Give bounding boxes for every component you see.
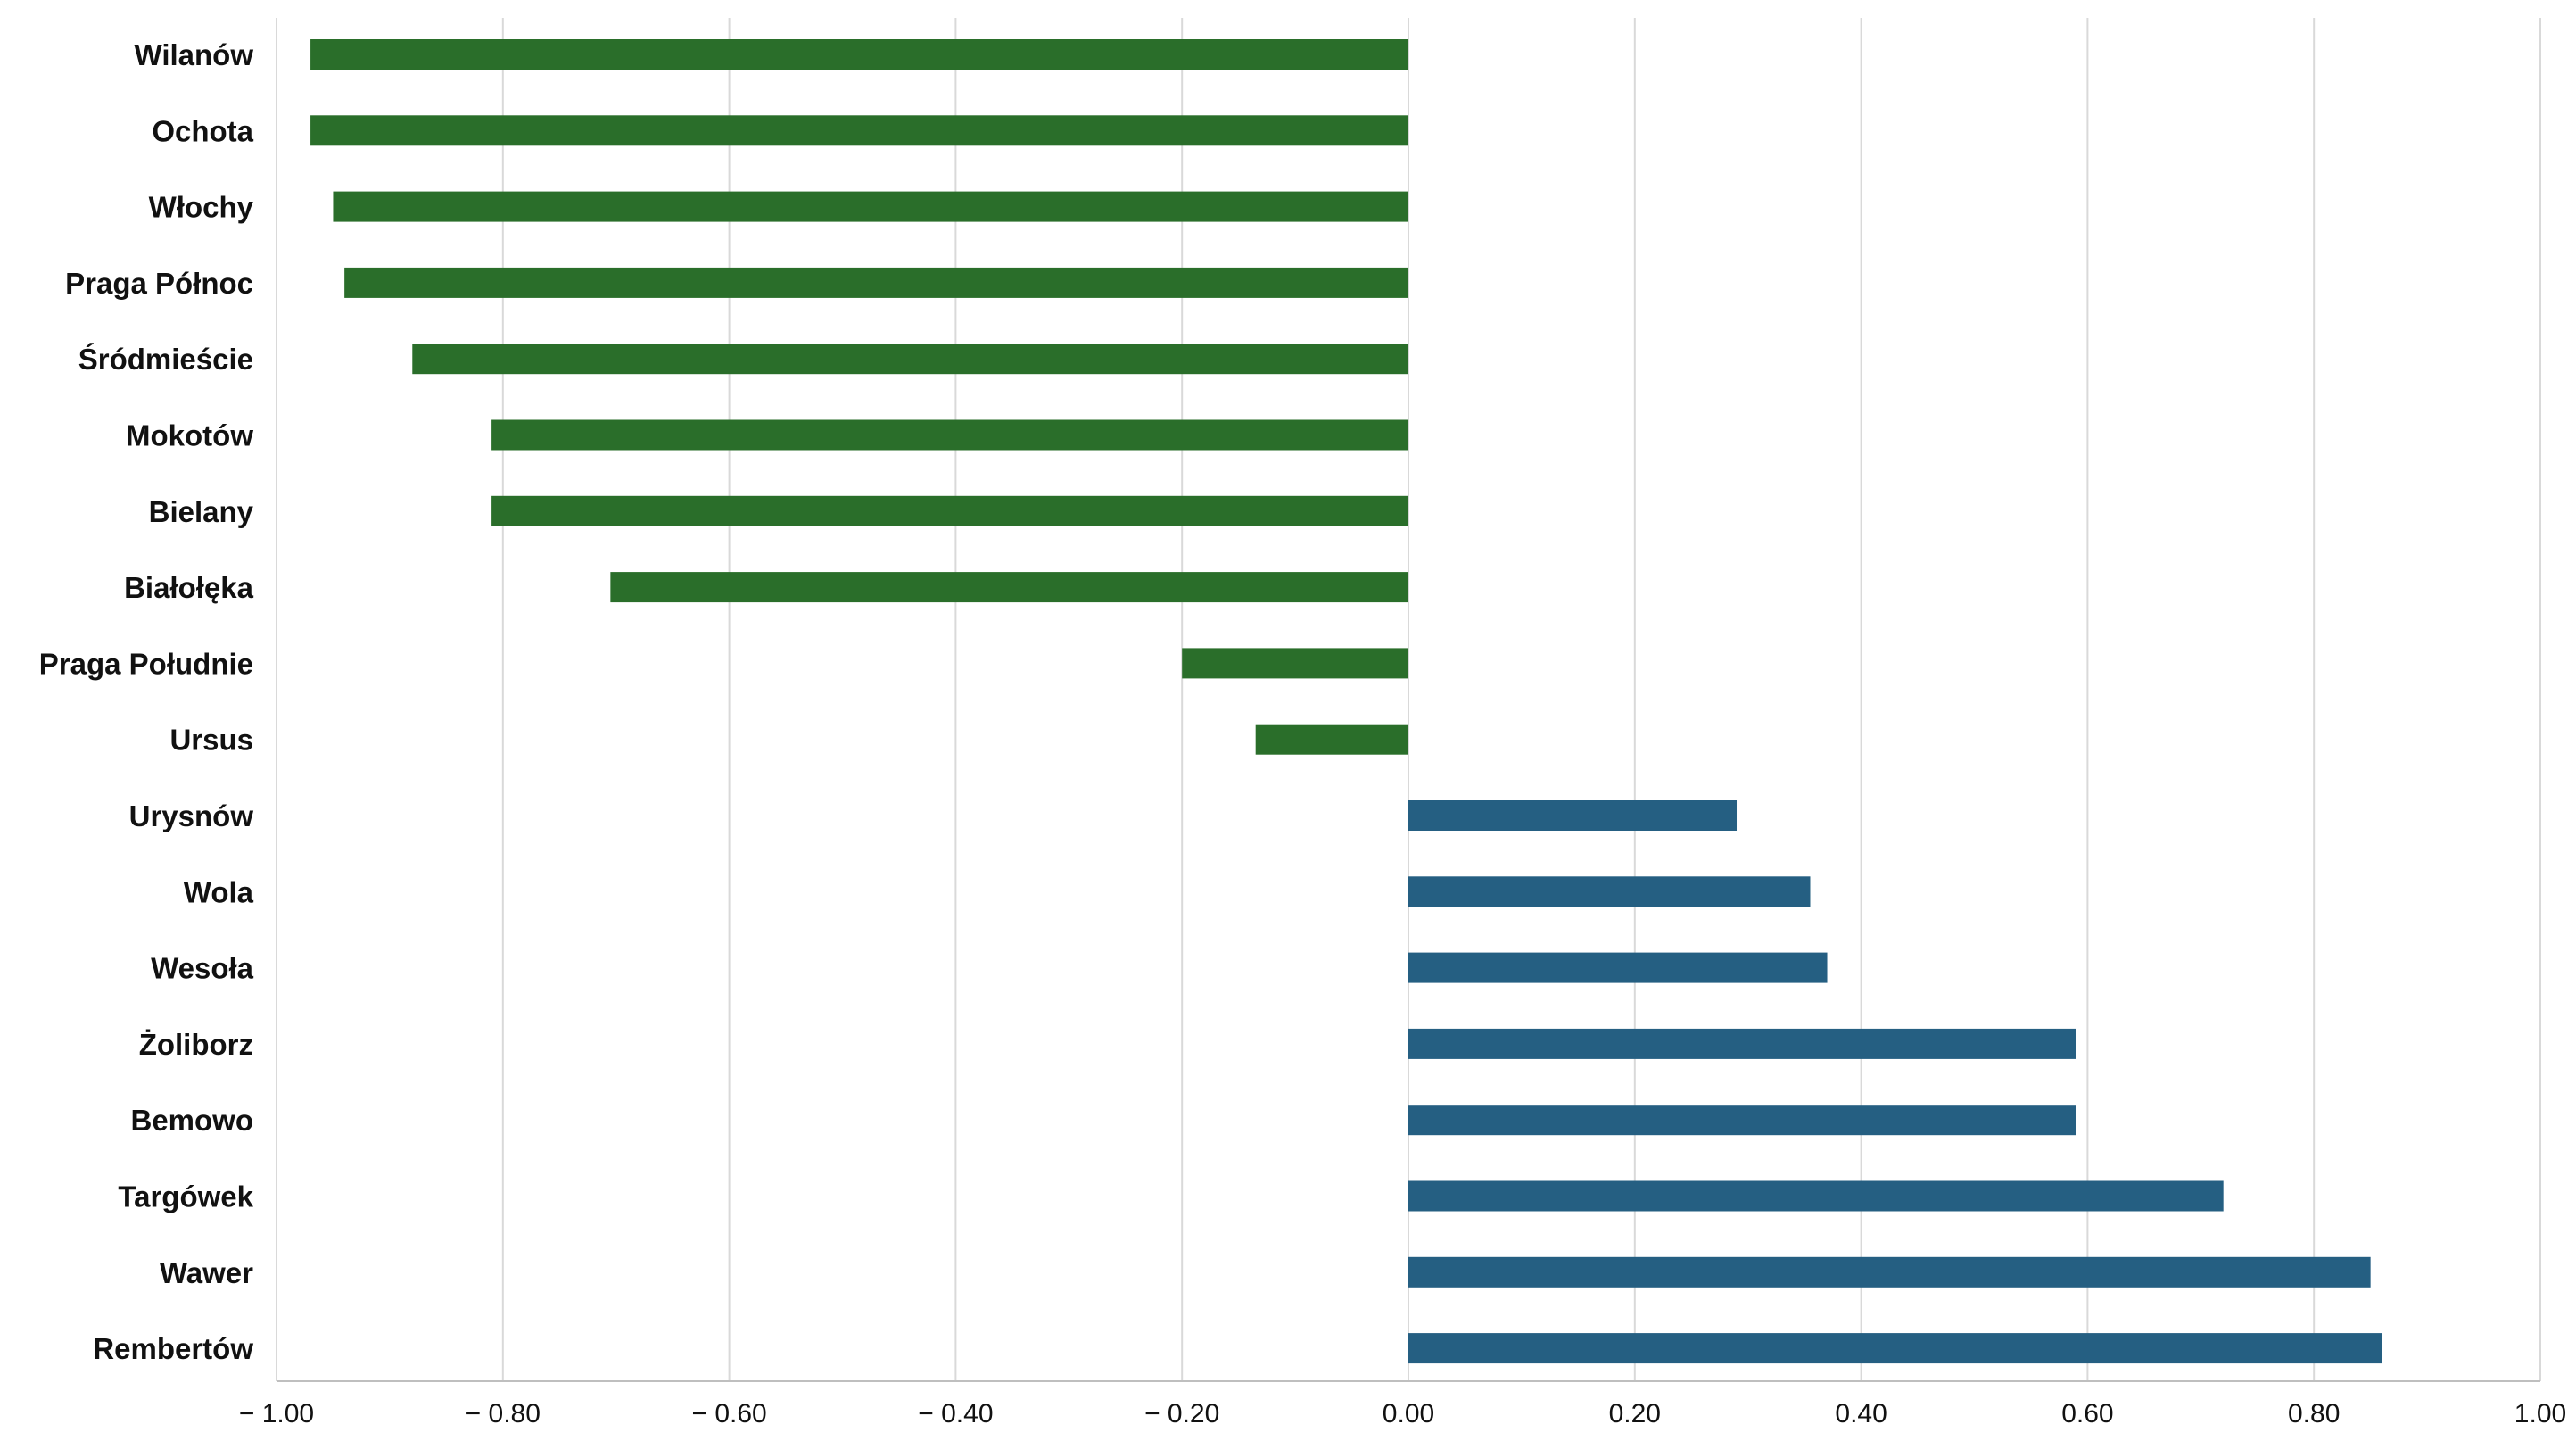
- category-label: Wesoła: [151, 952, 254, 985]
- category-label: Ursus: [169, 724, 253, 757]
- category-label: Mokotów: [126, 419, 253, 452]
- bar: [491, 419, 1408, 451]
- category-label: Rembertów: [93, 1332, 253, 1365]
- bar: [344, 267, 1408, 298]
- bar: [310, 39, 1408, 70]
- x-tick-label: 0.40: [1835, 1399, 1887, 1429]
- bar: [1408, 1333, 2382, 1364]
- gridlines: [276, 18, 2541, 1381]
- category-label: Śródmieście: [78, 343, 253, 376]
- x-tick-label: 0.60: [2061, 1399, 2113, 1429]
- bar: [1408, 1028, 2076, 1059]
- x-axis: − 1.00 − 0.80 − 0.60 − 0.40 − 0.20 0.00 0.20 0.…: [239, 1380, 2566, 1429]
- bars: [310, 39, 2382, 1364]
- category-label: Bielany: [149, 495, 254, 528]
- category-label: Praga Południe: [39, 647, 253, 680]
- x-tick-label: 0.20: [1609, 1399, 1661, 1429]
- bar: [610, 572, 1408, 603]
- x-tick-label: 0.80: [2288, 1399, 2340, 1429]
- bar: [1408, 1180, 2224, 1212]
- bar: [1408, 1256, 2371, 1288]
- bar: [412, 344, 1408, 375]
- x-tick-label: − 0.20: [1144, 1399, 1219, 1429]
- category-label: Żoliborz: [139, 1028, 253, 1061]
- bar: [1255, 724, 1408, 755]
- category-label: Urysnów: [129, 799, 254, 832]
- x-tick-label: − 0.80: [466, 1399, 541, 1429]
- bar: [1182, 648, 1408, 679]
- x-tick-label: − 1.00: [239, 1399, 314, 1429]
- bar: [1408, 952, 1828, 983]
- category-label: Białołęka: [124, 571, 254, 604]
- category-label: Praga Północ: [65, 267, 253, 300]
- x-tick-label: − 0.60: [691, 1399, 766, 1429]
- category-label: Bemowo: [130, 1104, 253, 1137]
- category-label: Targówek: [118, 1180, 253, 1213]
- bar: [333, 191, 1409, 222]
- category-label: Włochy: [149, 191, 254, 224]
- bar: [1408, 876, 1811, 907]
- bar: [310, 115, 1408, 146]
- category-label: Wawer: [160, 1256, 253, 1289]
- category-label: Ochota: [152, 114, 253, 147]
- category-label: Wola: [184, 875, 254, 908]
- x-tick-label: 0.00: [1383, 1399, 1434, 1429]
- bar: [491, 495, 1408, 526]
- category-labels: Wilanów Ochota Włochy Praga Północ Śródmieśc…: [39, 38, 254, 1365]
- category-label: Wilanów: [134, 38, 253, 71]
- bar: [1408, 800, 1738, 831]
- x-tick-label: − 0.40: [918, 1399, 993, 1429]
- x-tick-label: 1.00: [2514, 1399, 2566, 1429]
- bar: [1408, 1105, 2076, 1136]
